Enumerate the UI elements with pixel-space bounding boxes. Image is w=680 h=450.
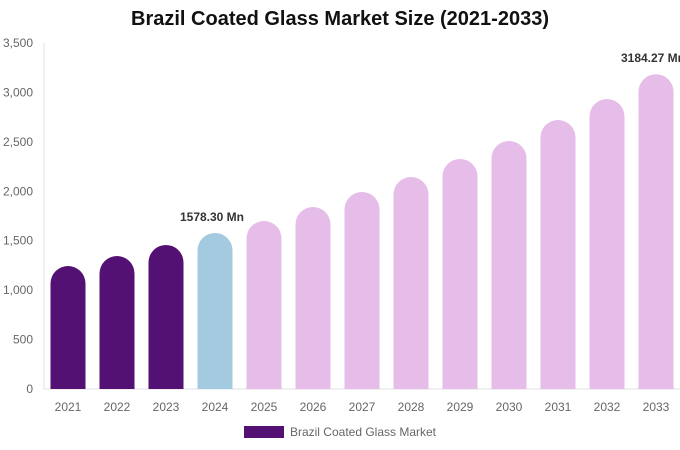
x-tick-label: 2024 <box>202 400 229 414</box>
y-tick-label: 3,000 <box>3 85 33 99</box>
bar-2021 <box>50 266 86 389</box>
bar-2025 <box>246 221 282 389</box>
y-tick-label: 500 <box>13 333 33 347</box>
chart-title: Brazil Coated Glass Market Size (2021-20… <box>131 8 549 30</box>
y-tick-label: 3,500 <box>3 36 33 50</box>
y-tick-label: 1,500 <box>3 234 33 248</box>
bar-2026 <box>295 207 331 389</box>
legend-label: Brazil Coated Glass Market <box>289 425 437 439</box>
x-tick-label: 2021 <box>55 400 82 414</box>
x-tick-label: 2032 <box>594 400 621 414</box>
data-label: 1578.30 Mn <box>180 210 244 224</box>
x-tick-label: 2033 <box>643 400 670 414</box>
x-tick-label: 2026 <box>300 400 327 414</box>
y-tick-label: 0 <box>26 382 33 396</box>
bar-2033 <box>638 74 674 390</box>
x-tick-label: 2030 <box>496 400 523 414</box>
bar-2024 <box>197 232 233 389</box>
bar-2023 <box>148 244 184 389</box>
x-tick-label: 2022 <box>104 400 131 414</box>
x-tick-label: 2031 <box>545 400 572 414</box>
x-tick-label: 2025 <box>251 400 278 414</box>
y-tick-label: 2,000 <box>3 184 33 198</box>
bar-2022 <box>99 256 135 389</box>
x-tick-label: 2023 <box>153 400 180 414</box>
bar-2030 <box>491 140 527 389</box>
y-tick-label: 2,500 <box>3 135 33 149</box>
y-tick-label: 1,000 <box>3 283 33 297</box>
legend: Brazil Coated Glass Market <box>0 425 680 439</box>
bar-2031 <box>540 120 576 390</box>
bar-2029 <box>442 158 478 389</box>
x-tick-label: 2027 <box>349 400 376 414</box>
legend-swatch <box>243 426 284 438</box>
x-tick-label: 2028 <box>398 400 425 414</box>
data-label: 3184.27 Mn <box>621 51 680 65</box>
bar-2028 <box>393 177 429 389</box>
bar-2032 <box>589 99 625 389</box>
bar-2027 <box>344 191 380 389</box>
x-tick-label: 2029 <box>447 400 474 414</box>
